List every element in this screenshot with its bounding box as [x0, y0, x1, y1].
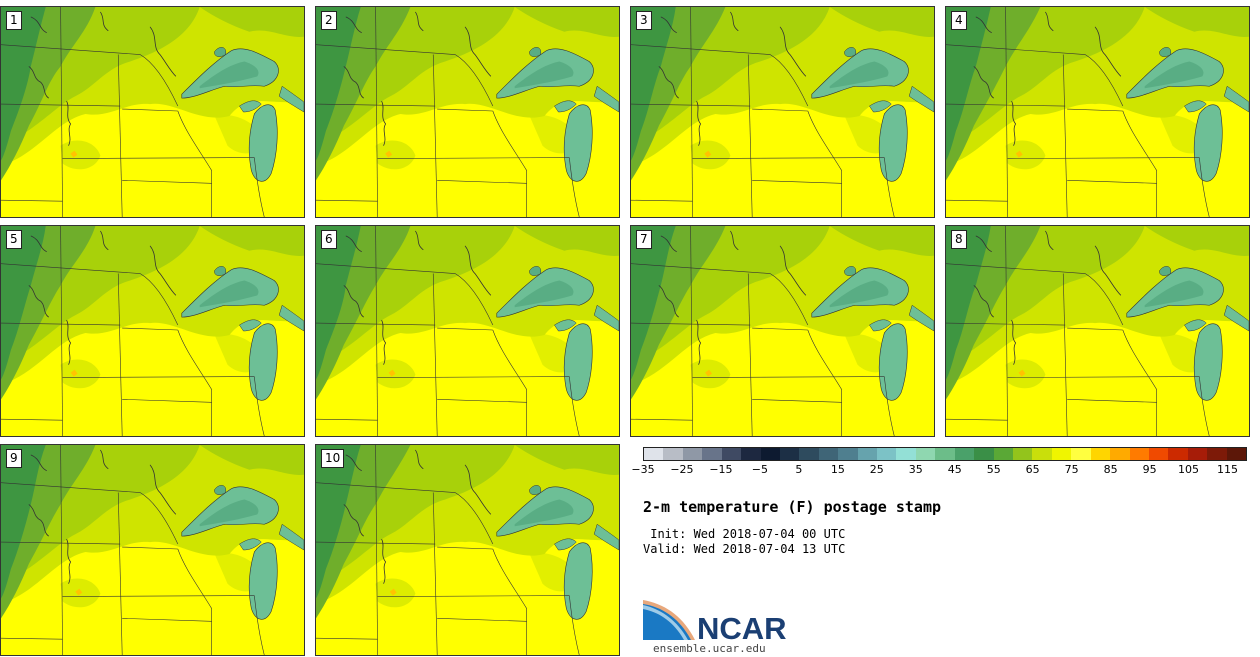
member-map [316, 7, 619, 217]
colorbar-swatch [915, 448, 936, 460]
colorbar-swatch [935, 448, 955, 460]
colorbar-tick-label: 5 [795, 463, 803, 476]
colorbar-swatch [1051, 448, 1072, 460]
colorbar-swatch [741, 448, 761, 460]
init-time: Init: Wed 2018-07-04 00 UTC [643, 527, 846, 541]
member-map-panel: 7 [630, 225, 935, 437]
colorbar-swatch [1071, 448, 1091, 460]
colorbar-swatch [721, 448, 742, 460]
colorbar-swatch [1207, 448, 1227, 460]
colorbar-swatch [702, 448, 722, 460]
website-link[interactable]: ensemble.ucar.edu [653, 642, 766, 655]
member-map-panel: 10 [315, 444, 620, 656]
colorbar-tick-label: −25 [670, 463, 694, 476]
colorbar-tick-label: 105 [1178, 463, 1200, 476]
colorbar-tick-label: 65 [1025, 463, 1040, 476]
colorbar-swatch [838, 448, 858, 460]
member-map [316, 445, 619, 655]
colorbar-tick-label: 115 [1217, 463, 1239, 476]
colorbar-swatch [857, 448, 878, 460]
logo-wordmark: NCAR [697, 611, 787, 644]
colorbar-swatch [974, 448, 994, 460]
colorbar-tick-label: 85 [1103, 463, 1118, 476]
valid-time: Valid: Wed 2018-07-04 13 UTC [643, 542, 846, 556]
member-map [1, 445, 304, 655]
colorbar-swatch [818, 448, 839, 460]
colorbar-tick-label: −15 [709, 463, 733, 476]
member-map-panel: 9 [0, 444, 305, 656]
member-map [1, 226, 304, 436]
member-map [631, 7, 934, 217]
member-map [946, 7, 1249, 217]
colorbar-swatch [1013, 448, 1033, 460]
member-map-panel: 2 [315, 6, 620, 218]
colorbar-swatch [954, 448, 975, 460]
colorbar-swatch [1168, 448, 1188, 460]
colorbar-swatch [779, 448, 800, 460]
member-number-label: 5 [6, 230, 22, 249]
member-number-label: 1 [6, 11, 22, 30]
figure-title: 2-m temperature (F) postage stamp [643, 498, 942, 516]
colorbar-swatch [896, 448, 916, 460]
member-number-label: 7 [636, 230, 652, 249]
temperature-colorbar [643, 447, 1247, 461]
member-number-label: 4 [951, 11, 967, 30]
member-map-panel: 5 [0, 225, 305, 437]
colorbar-tick-label: 45 [947, 463, 962, 476]
colorbar-swatch [1226, 448, 1247, 460]
member-map-panel: 8 [945, 225, 1250, 437]
member-map-panel: 3 [630, 6, 935, 218]
member-map [316, 226, 619, 436]
colorbar-swatch [663, 448, 683, 460]
member-map [631, 226, 934, 436]
member-map [1, 7, 304, 217]
member-number-label: 9 [6, 449, 22, 468]
colorbar-tick-label: −5 [751, 463, 768, 476]
colorbar-tick-label: 95 [1142, 463, 1157, 476]
member-number-label: 6 [321, 230, 337, 249]
colorbar-swatch [644, 448, 664, 460]
colorbar-swatch [1032, 448, 1052, 460]
member-number-label: 10 [321, 449, 345, 468]
colorbar-tick-label: 75 [1064, 463, 1079, 476]
member-number-label: 2 [321, 11, 337, 30]
colorbar-swatch [1110, 448, 1130, 460]
member-map-panel: 6 [315, 225, 620, 437]
ncar-logo: NCAR [643, 600, 787, 644]
colorbar-swatch [760, 448, 780, 460]
colorbar-tick-label: 55 [986, 463, 1001, 476]
member-number-label: 3 [636, 11, 652, 30]
member-map-panel: 1 [0, 6, 305, 218]
colorbar-swatch [877, 448, 897, 460]
colorbar-tick-labels: −35 −25 −15 −5 5 15 25 35 45 55 65 75 85 95 105 115 [631, 463, 1247, 483]
member-number-label: 8 [951, 230, 967, 249]
colorbar-swatch [1187, 448, 1208, 460]
colorbar-swatch [993, 448, 1014, 460]
colorbar-tick-label: 15 [830, 463, 845, 476]
colorbar-tick-label: 25 [869, 463, 884, 476]
colorbar-swatch [1090, 448, 1111, 460]
member-map [946, 226, 1249, 436]
colorbar-swatch [1129, 448, 1149, 460]
colorbar-tick-label: −35 [631, 463, 655, 476]
colorbar-swatch [682, 448, 703, 460]
colorbar-swatch [1148, 448, 1169, 460]
member-map-panel: 4 [945, 6, 1250, 218]
colorbar-swatch [799, 448, 819, 460]
colorbar-tick-label: 35 [908, 463, 923, 476]
